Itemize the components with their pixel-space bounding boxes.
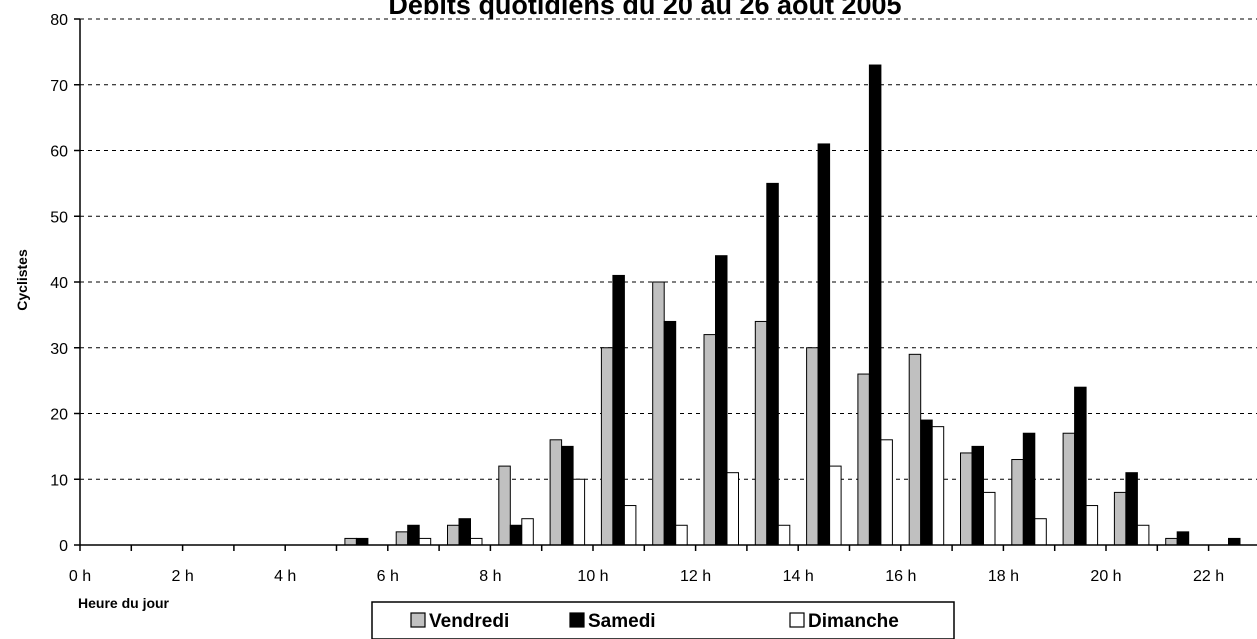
bar-samedi bbox=[509, 524, 523, 546]
legend-label: Vendredi bbox=[429, 611, 509, 632]
x-tick-label: 2 h bbox=[171, 568, 193, 585]
bar-vendredi bbox=[652, 281, 665, 546]
bar-samedi bbox=[355, 537, 369, 546]
legend-swatch bbox=[789, 612, 805, 628]
bar-vendredi bbox=[600, 347, 614, 546]
x-axis-title: Heure du jour bbox=[78, 595, 170, 611]
bar-samedi bbox=[868, 64, 882, 546]
x-tick-label: 8 h bbox=[479, 568, 501, 585]
x-tick-label: 20 h bbox=[1090, 568, 1121, 585]
bar-dimanche bbox=[1085, 505, 1099, 546]
bar-vendredi bbox=[806, 347, 819, 546]
bar-samedi bbox=[1022, 432, 1036, 546]
x-tick-label: 6 h bbox=[377, 568, 399, 585]
x-tick-label: 18 h bbox=[988, 568, 1019, 585]
bar-samedi bbox=[1074, 386, 1087, 546]
x-tick-label: 14 h bbox=[783, 568, 814, 585]
bar-vendredi bbox=[344, 537, 357, 546]
bar-vendredi bbox=[498, 465, 511, 546]
bar-dimanche bbox=[983, 491, 996, 546]
x-tick-label: 16 h bbox=[885, 568, 916, 585]
y-tick-label: 40 bbox=[50, 275, 68, 292]
y-tick-label: 70 bbox=[50, 78, 68, 95]
bar-dimanche bbox=[931, 426, 945, 546]
y-tick-label: 10 bbox=[50, 472, 68, 489]
y-tick-label: 30 bbox=[50, 341, 68, 358]
bar-dimanche bbox=[1034, 518, 1047, 546]
x-tick-label: 12 h bbox=[680, 568, 711, 585]
bar-samedi bbox=[561, 445, 574, 546]
y-tick-label: 80 bbox=[50, 12, 68, 29]
bar-vendredi bbox=[1011, 459, 1024, 546]
bar-samedi bbox=[1125, 472, 1138, 546]
bar-vendredi bbox=[447, 524, 460, 546]
chart-title: Débits quotidiens du 20 au 26 août 2005 bbox=[388, 0, 901, 20]
bar-dimanche bbox=[572, 478, 586, 546]
bar-vendredi bbox=[754, 320, 768, 546]
bar-vendredi bbox=[857, 373, 870, 546]
bar-vendredi bbox=[908, 353, 922, 546]
legend-swatch bbox=[569, 612, 585, 628]
y-tick-label: 60 bbox=[50, 144, 68, 161]
y-tick-labels: 0 10 20 30 40 50 60 70 80 bbox=[50, 12, 80, 555]
legend-swatch bbox=[410, 612, 426, 628]
bar-vendredi bbox=[703, 334, 716, 546]
bar-vendredi bbox=[395, 531, 409, 546]
bar-vendredi bbox=[1113, 491, 1127, 546]
bar-samedi bbox=[407, 524, 420, 546]
y-axis-title: Cyclistes bbox=[14, 249, 30, 311]
y-tick-label: 50 bbox=[50, 209, 68, 226]
bar-samedi bbox=[663, 320, 677, 546]
bar-samedi bbox=[1176, 531, 1190, 546]
bar-samedi bbox=[971, 445, 984, 546]
bar-samedi bbox=[612, 274, 625, 546]
bar-vendredi bbox=[1165, 537, 1178, 546]
x-tick-label: 0 h bbox=[69, 568, 91, 585]
bar-dimanche bbox=[1136, 524, 1150, 546]
bar-samedi bbox=[766, 182, 779, 546]
legend: Vendredi Samedi Dimanche bbox=[371, 601, 955, 639]
bar-dimanche bbox=[777, 524, 791, 546]
y-tick-label: 0 bbox=[59, 538, 68, 555]
bars bbox=[344, 64, 1241, 546]
bar-samedi bbox=[817, 143, 831, 546]
bar-samedi bbox=[1228, 537, 1241, 546]
bar-dimanche bbox=[470, 537, 483, 546]
bar-samedi bbox=[920, 419, 933, 546]
bar-vendredi bbox=[549, 439, 563, 546]
bar-dimanche bbox=[880, 439, 893, 546]
bar-dimanche bbox=[675, 524, 688, 546]
bar-dimanche bbox=[829, 465, 842, 546]
x-tick-labels: 0 h 2 h 4 h 6 h 8 h 10 h 12 h 14 h 16 h 18 h 20 h 2… bbox=[69, 545, 1224, 585]
legend-label: Dimanche bbox=[808, 611, 899, 632]
legend-box bbox=[371, 601, 955, 639]
bar-samedi bbox=[458, 518, 471, 546]
bar-dimanche bbox=[521, 518, 534, 546]
x-tick-label: 22 h bbox=[1193, 568, 1224, 585]
x-tick-label: 4 h bbox=[274, 568, 296, 585]
x-tick-label: 10 h bbox=[577, 568, 608, 585]
legend-label: Samedi bbox=[588, 611, 656, 632]
bar-dimanche bbox=[726, 472, 739, 546]
bar-dimanche bbox=[623, 505, 637, 546]
bar-dimanche bbox=[418, 537, 432, 546]
bar-vendredi bbox=[960, 452, 973, 546]
y-tick-label: 20 bbox=[50, 407, 68, 424]
bar-vendredi bbox=[1062, 432, 1076, 546]
bar-samedi bbox=[715, 255, 728, 546]
